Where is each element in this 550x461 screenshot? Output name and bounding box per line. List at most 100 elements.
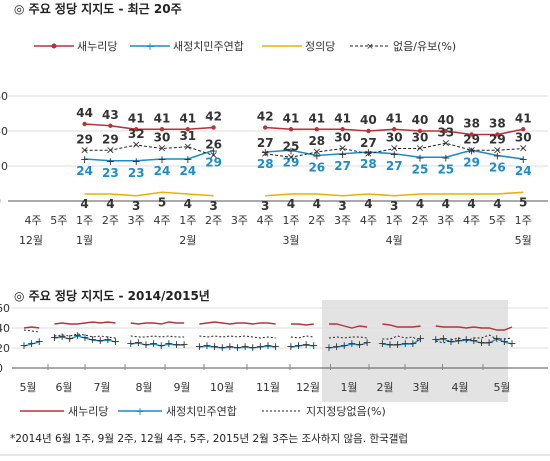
legend-label-minju: 새정치민주연합 — [173, 40, 244, 53]
top-data-label-justice-6: 4 — [184, 197, 192, 211]
top-point-saenuri-15 — [417, 128, 423, 134]
top-data-label-minju-16: 25 — [437, 162, 454, 176]
bottom-series-line-saenuri-6 — [382, 323, 421, 328]
top-data-label-saenuri-15: 40 — [412, 113, 429, 127]
top-data-label-minju-14: 27 — [386, 159, 403, 173]
bottom-point-minju-45: + — [363, 336, 372, 349]
top-series-line-minju-1 — [265, 149, 524, 160]
top-chart-title: ◎ 주요 정당 지지도 - 최근 20주 — [14, 1, 182, 16]
top-data-label-saenuri-12: 41 — [334, 111, 351, 125]
top-data-label-minju-3: 23 — [102, 166, 119, 180]
top-data-label-saenuri-9: 42 — [257, 110, 274, 124]
bottom-point-minju-10: + — [96, 334, 105, 347]
top-point-minju-4: + — [132, 155, 141, 168]
bottom-point-minju-43: + — [347, 337, 356, 350]
bottom-point-minju-64: + — [507, 337, 516, 350]
top-point-none-5: × — [157, 142, 166, 155]
top-data-label-saenuri-7: 42 — [205, 110, 222, 124]
bottom-series-line-minju-2 — [130, 342, 185, 347]
top-x-tick-3: 2주 — [102, 214, 119, 227]
bottom-y-tick-20: 20 — [0, 342, 10, 355]
bottom-legend: 새누리당 + 새정치민주연합 지지정당없음(%) — [20, 405, 386, 418]
top-point-saenuri-4 — [134, 127, 139, 132]
top-data-label-none-18: 29 — [489, 132, 506, 146]
top-point-none-2: × — [80, 143, 89, 156]
top-series-line-none-1 — [265, 142, 524, 158]
top-data-label-minju-15: 25 — [412, 162, 429, 176]
bottom-point-minju-26: + — [218, 341, 227, 354]
top-data-label-none-14: 30 — [386, 131, 403, 145]
top-x-tick-12: 3주 — [334, 214, 351, 227]
bottom-point-minju-63: + — [500, 335, 509, 348]
bottom-point-minju-24: + — [202, 339, 211, 352]
top-x-tick-19: 1주 — [515, 214, 532, 227]
bottom-point-minju-57: + — [454, 334, 463, 347]
top-series-line-none-0 — [84, 144, 214, 156]
top-data-label-justice-5: 5 — [158, 195, 166, 209]
legend2-label-none: 지지정당없음(%) — [306, 405, 386, 418]
top-point-none-3: × — [106, 143, 115, 156]
top-point-minju-13: + — [364, 146, 373, 159]
top-x-tick-7: 2주 — [205, 214, 222, 227]
top-point-minju-12: + — [338, 148, 347, 161]
top-data-label-none-11: 28 — [308, 134, 325, 148]
top-point-minju-9: + — [261, 146, 270, 159]
top-point-saenuri-12 — [340, 127, 345, 132]
bottom-point-minju-47: + — [378, 337, 387, 350]
bottom-point-minju-41: + — [332, 340, 341, 353]
top-point-minju-6: + — [183, 153, 192, 166]
bottom-point-minju-19: + — [164, 337, 173, 350]
top-point-minju-18: + — [493, 150, 502, 163]
top-data-label-justice-15: 4 — [416, 197, 424, 211]
top-data-label-saenuri-3: 43 — [102, 108, 119, 122]
bottom-y-tick-60: 60 — [0, 302, 10, 315]
top-data-label-none-4: 32 — [128, 127, 145, 141]
top-point-saenuri-18 — [495, 132, 500, 137]
top-point-none-6: × — [183, 140, 192, 153]
top-point-none-10: × — [286, 150, 295, 163]
bottom-point-minju-33: + — [271, 340, 280, 353]
top-point-saenuri-11 — [314, 127, 319, 132]
top-data-label-justice-16: 4 — [442, 197, 450, 211]
top-data-label-saenuri-18: 38 — [489, 117, 506, 131]
top-data-label-justice-17: 4 — [467, 197, 475, 211]
top-x-tick-5: 4주 — [153, 214, 170, 227]
top-point-saenuri-9 — [263, 125, 268, 130]
top-month-label-3: 3월 — [282, 234, 299, 247]
top-point-none-17: × — [467, 143, 476, 156]
top-data-label-justice-10: 4 — [287, 197, 295, 211]
bottom-point-minju-5: + — [58, 330, 67, 343]
legend-marker-saenuri — [51, 43, 57, 49]
bottom-series-line-none-3 — [199, 335, 276, 339]
top-data-label-justice-7: 3 — [209, 199, 217, 213]
top-data-label-minju-18: 26 — [489, 161, 506, 175]
bottom-series-line-none-6 — [382, 335, 421, 343]
bottom-chart-title: ◎ 주요 정당 지지도 - 2014/2015년 — [14, 288, 210, 303]
top-data-label-none-7: 26 — [205, 138, 222, 152]
top-data-label-none-19: 30 — [515, 131, 532, 145]
top-data-label-minju-19: 24 — [515, 164, 532, 178]
top-data-label-minju-4: 23 — [128, 166, 145, 180]
top-data-label-none-10: 25 — [283, 139, 300, 153]
legend-label-none: 없음/유보(%) — [393, 40, 456, 53]
bottom-point-minju-42: + — [340, 339, 349, 352]
bottom-month-label-4: 9월 — [173, 381, 190, 394]
legend2-label-minju: 새정치민주연합 — [166, 405, 237, 418]
bottom-point-minju-50: + — [401, 337, 410, 350]
top-data-label-minju-13: 28 — [360, 157, 377, 171]
bottom-point-minju-58: + — [462, 333, 471, 346]
top-data-label-none-16: 33 — [437, 125, 454, 139]
top-point-none-13: × — [364, 147, 373, 160]
bottom-point-minju-52: + — [416, 332, 425, 345]
top-point-saenuri-13 — [366, 128, 371, 134]
bottom-series-line-minju-4 — [290, 344, 314, 348]
top-data-label-saenuri-16: 40 — [437, 113, 454, 127]
top-data-label-none-5: 30 — [154, 131, 171, 145]
top-x-tick-17: 4주 — [463, 214, 480, 227]
bottom-point-minju-61: + — [485, 336, 494, 349]
top-month-label-2: 2월 — [179, 234, 196, 247]
bottom-point-minju-38: + — [309, 339, 318, 352]
top-point-saenuri-19 — [521, 127, 526, 132]
top-point-minju-2: + — [80, 153, 89, 166]
bottom-series-line-saenuri-4 — [290, 323, 314, 326]
